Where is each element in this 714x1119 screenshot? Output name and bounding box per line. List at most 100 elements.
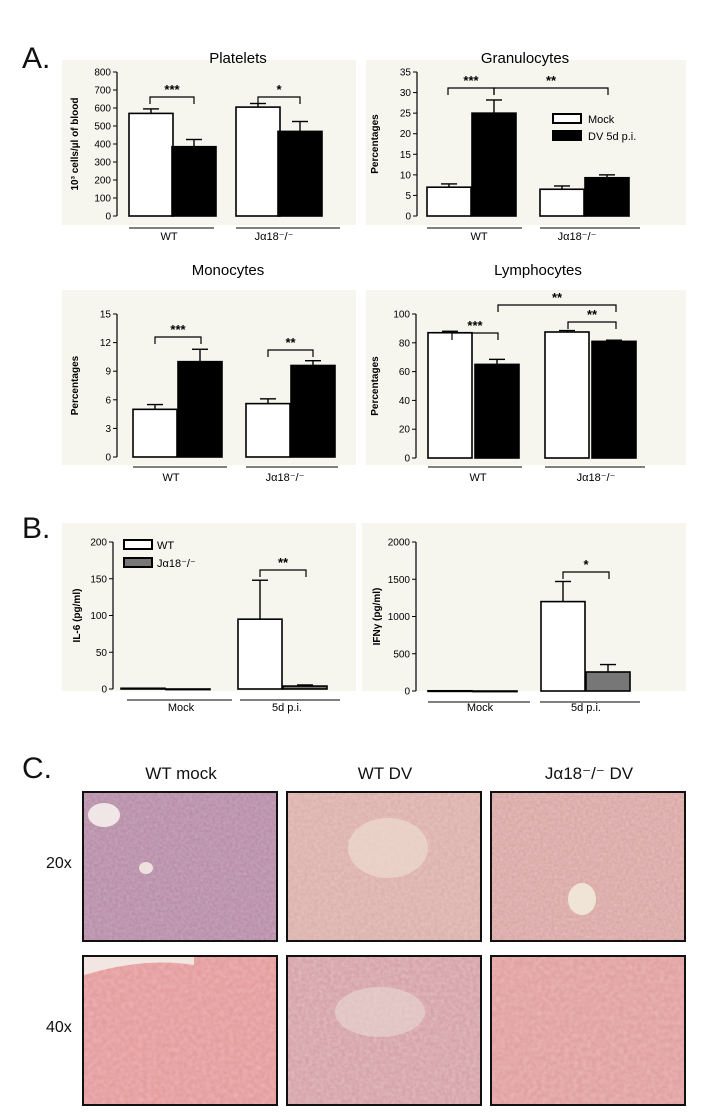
histology-image-wt-dv-40x bbox=[286, 955, 482, 1106]
platelets-y-label: 10³ cells/µl of blood bbox=[70, 98, 81, 191]
platelets-sig-bracket-1 bbox=[257, 96, 301, 104]
platelets-y-tick-label-8: 800 bbox=[94, 68, 111, 79]
monocytes-y-tick-label-1: 3 bbox=[105, 424, 111, 435]
platelets-y-tick-label-0: 0 bbox=[105, 212, 111, 223]
lymphocytes-sig-bracket-1 bbox=[497, 304, 617, 312]
ifng-y-tick-label-4: 2000 bbox=[388, 538, 411, 549]
granulocytes-title: Granulocytes bbox=[481, 50, 569, 67]
monocytes-y-tick-label-3: 9 bbox=[105, 367, 111, 378]
panel-label-a: A. bbox=[22, 42, 51, 75]
ifng-y-label: IFNγ (pg/ml) bbox=[372, 588, 383, 646]
lymphocytes-bar-s1-g1 bbox=[591, 340, 637, 459]
granulocytes-y-tick-label-3: 15 bbox=[400, 150, 412, 161]
il6-sig-label-0: ** bbox=[278, 555, 289, 570]
ifng-y-tick-label-1: 500 bbox=[393, 649, 410, 660]
monocytes-y-tick-label-4: 12 bbox=[100, 338, 112, 349]
legend-label-mock: Mock bbox=[588, 114, 615, 126]
il6-y-label: IL-6 (pg/ml) bbox=[72, 589, 83, 643]
lymphocytes-title: Lymphocytes bbox=[494, 262, 582, 279]
il6-group-label-0: Mock bbox=[168, 702, 195, 714]
ifng-y-tick-label-3: 1500 bbox=[388, 575, 411, 586]
granulocytes-y-tick-label-7: 35 bbox=[400, 68, 412, 79]
lymphocytes-group-label-1: Jα18⁻/⁻ bbox=[577, 472, 616, 484]
histology-col-label-ko-dv: Jα18⁻/⁻ DV bbox=[544, 764, 634, 783]
platelets-y-tick-label-5: 500 bbox=[94, 122, 111, 133]
monocytes-sig-label-0: *** bbox=[170, 322, 186, 337]
monocytes-sig-bracket-1 bbox=[267, 349, 314, 357]
monocytes-group-label-1: Jα18⁻/⁻ bbox=[266, 472, 305, 484]
monocytes-bar-s1-g1 bbox=[290, 364, 336, 458]
granulocytes-sig-label-1: ** bbox=[546, 73, 557, 88]
legend-swatch-ko bbox=[123, 557, 153, 568]
ifng-y-tick-label-0: 0 bbox=[404, 687, 410, 698]
platelets-sig-label-0: *** bbox=[164, 82, 180, 97]
lymphocytes-sig-bracket-2 bbox=[567, 321, 617, 329]
lymphocytes-plot-bg bbox=[366, 290, 686, 465]
lymphocytes-sig-bracket-0 bbox=[451, 332, 499, 340]
platelets-y-tick-label-7: 700 bbox=[94, 86, 111, 97]
granulocytes-group-label-1: Jα18⁻/⁻ bbox=[558, 231, 597, 243]
monocytes-y-tick-label-2: 6 bbox=[105, 395, 111, 406]
lymphocytes-sig-label-0: *** bbox=[467, 318, 483, 333]
lymphocytes-y-label: Percentages bbox=[370, 356, 381, 416]
monocytes-group-label-0: WT bbox=[162, 472, 179, 484]
histology-image-ko-dv-20x bbox=[490, 791, 686, 942]
monocytes-y-tick-label-5: 15 bbox=[100, 310, 112, 321]
il6-bar-s0-g0 bbox=[120, 687, 166, 690]
histology-col-label-wt-mock: WT mock bbox=[145, 764, 217, 783]
ifng-plot-bg bbox=[362, 523, 686, 691]
granulocytes-y-tick-label-2: 10 bbox=[400, 170, 412, 181]
ifng-sig-label-0: * bbox=[583, 557, 589, 572]
lymphocytes-y-tick-label-2: 40 bbox=[399, 396, 411, 407]
platelets-bar-s1-g1 bbox=[277, 130, 323, 217]
monocytes-y-tick-label-0: 0 bbox=[105, 453, 111, 464]
histology-row-label-40x: 40x bbox=[46, 1019, 72, 1036]
legend-swatch-wt bbox=[123, 539, 153, 550]
platelets-group-label-1: Jα18⁻/⁻ bbox=[255, 231, 294, 243]
granulocytes-y-label: Percentages bbox=[370, 114, 381, 174]
il6-bar-s1-g1 bbox=[282, 685, 328, 690]
lymphocytes-bar-s1-g0 bbox=[474, 363, 520, 459]
granulocytes-y-tick-label-5: 25 bbox=[400, 109, 412, 120]
platelets-group-label-0: WT bbox=[160, 231, 177, 243]
lymphocytes-y-tick-label-5: 100 bbox=[393, 310, 410, 321]
monocytes-y-label: Percentages bbox=[70, 355, 81, 415]
il6-sig-bracket-0 bbox=[259, 569, 307, 577]
panel-label-b: B. bbox=[22, 512, 51, 545]
monocytes-title: Monocytes bbox=[192, 262, 265, 279]
lymphocytes-bar-s0-g0 bbox=[427, 331, 473, 459]
monocytes-sig-bracket-0 bbox=[154, 336, 202, 344]
platelets-bar-s0-g1 bbox=[235, 106, 281, 217]
platelets-sig-label-1: * bbox=[276, 82, 282, 97]
il6-group-label-1: 5d p.i. bbox=[272, 702, 302, 714]
lymphocytes-sig-label-2: ** bbox=[587, 307, 598, 322]
il6-plot-bg bbox=[62, 523, 356, 691]
legend-swatch-mock bbox=[552, 113, 582, 124]
platelets-title: Platelets bbox=[209, 50, 267, 67]
lymphocytes-y-tick-label-3: 60 bbox=[399, 367, 411, 378]
lymphocytes-sig-label-1: ** bbox=[552, 290, 563, 305]
il6-bar-s0-g1 bbox=[237, 618, 283, 690]
ifng-group-label-1: 5d p.i. bbox=[571, 702, 601, 714]
panel-label-c: C. bbox=[22, 752, 52, 785]
ifng-sig-bracket-0 bbox=[562, 571, 610, 579]
il6-y-tick-label-1: 50 bbox=[96, 648, 108, 659]
monocytes-bar-s0-g1 bbox=[245, 402, 291, 458]
platelets-sig-bracket-0 bbox=[149, 96, 195, 104]
granulocytes-bar-s0-g1 bbox=[539, 188, 585, 217]
granulocytes-bar-s1-g0 bbox=[471, 112, 517, 217]
platelets-bar-s0-g0 bbox=[128, 112, 174, 217]
granulocytes-plot-bg bbox=[366, 60, 686, 225]
granulocytes-y-tick-label-0: 0 bbox=[405, 212, 411, 223]
platelets-y-tick-label-6: 600 bbox=[94, 104, 111, 115]
lymphocytes-y-tick-label-4: 80 bbox=[399, 338, 411, 349]
monocytes-sig-label-1: ** bbox=[285, 335, 296, 350]
granulocytes-y-tick-label-1: 5 bbox=[405, 191, 411, 202]
granulocytes-y-tick-label-4: 20 bbox=[400, 129, 412, 140]
monocytes-bar-s0-g0 bbox=[132, 408, 178, 458]
platelets-y-tick-label-2: 200 bbox=[94, 176, 111, 187]
legend-label-wt: WT bbox=[157, 540, 174, 552]
il6-bar-s1-g0 bbox=[165, 688, 211, 691]
granulocytes-sig-label-0: *** bbox=[463, 73, 479, 88]
